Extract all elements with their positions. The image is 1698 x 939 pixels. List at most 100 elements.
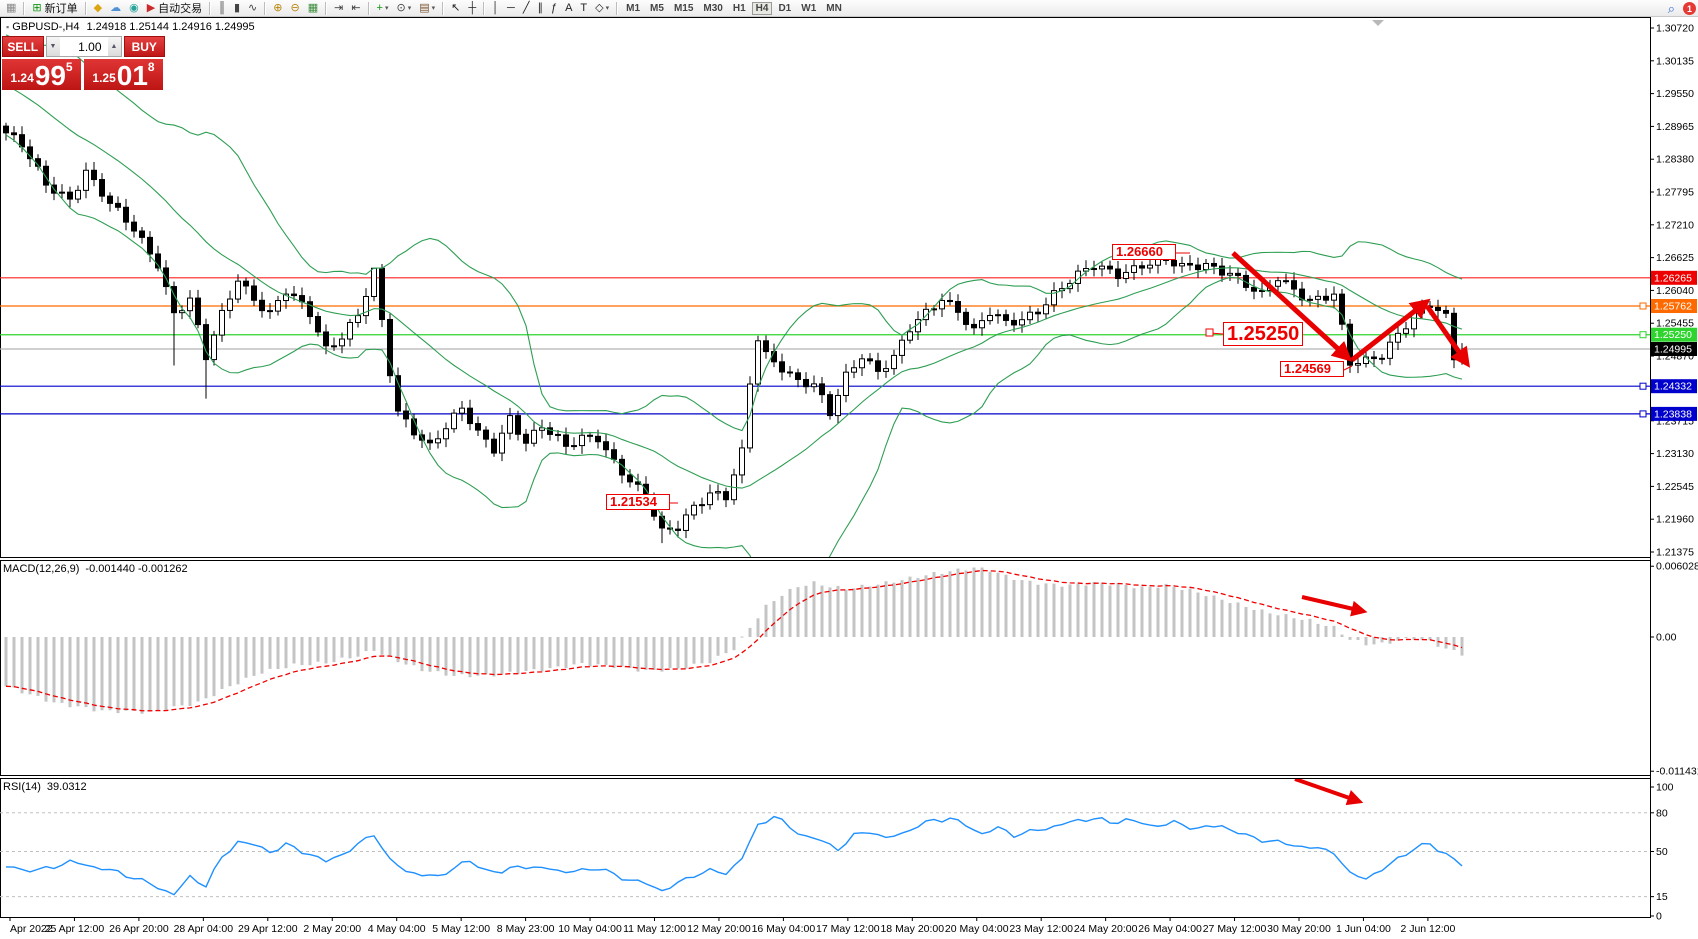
volume-input[interactable] [59,37,108,56]
bollinger-upper [5,34,1463,432]
timeframe-m1[interactable]: M1 [626,2,641,14]
cursor-button[interactable]: ↖ [448,1,463,16]
trend-arrow[interactable] [1424,304,1471,368]
autotrading-button[interactable]: ▶ 自动交易 [144,1,205,16]
svg-text:16 May 04:00: 16 May 04:00 [752,923,816,935]
hline-handle[interactable] [1639,302,1647,310]
chart-shift-marker[interactable] [1372,20,1384,26]
ohlc-values: 1.24918 1.25144 1.24916 1.24995 [86,21,255,33]
volume-increase-button[interactable]: ▲ [107,37,121,56]
zoom-in-button[interactable]: ⊕ [270,1,285,16]
sell-price-big: 99 [34,60,66,91]
symbol-timeframe: GBPUSD-,H4 [12,21,80,33]
fibonacci-icon: ƒ [550,1,558,14]
text-icon: A [565,1,573,14]
shapes-button[interactable]: ◇ ▾ [592,1,612,16]
hline-handle[interactable] [1639,410,1647,418]
sell-button[interactable]: SELL [2,36,44,57]
indicators-button[interactable]: + ▾ [374,1,392,16]
chart-title: ▪ GBPUSD-,H4 1.24918 1.25144 1.24916 1.249… [6,21,255,33]
sell-price-pip: 5 [65,60,73,74]
trendline-button[interactable]: ╱ [520,1,533,16]
periods-button[interactable]: ⊙ ▾ [393,1,414,16]
timeframe-mn[interactable]: MN [826,2,842,14]
timeframe-h1[interactable]: H1 [732,2,746,14]
svg-text:1.25455: 1.25455 [1656,318,1694,330]
svg-text:29 Apr 12:00: 29 Apr 12:00 [238,923,298,935]
templates-button[interactable]: ▤ ▾ [416,1,438,16]
vertical-line-button[interactable]: │ [489,1,502,16]
signals-icon[interactable]: ◉ [126,1,142,16]
buy-price[interactable]: 1.25 01 8 [84,59,163,90]
tile-windows-button[interactable]: ▦ [305,1,321,16]
timeframe-m30[interactable]: M30 [703,2,723,14]
bar-chart-button[interactable]: ║ [215,1,229,16]
fibonacci-button[interactable]: ƒ [548,1,560,16]
horizontal-line-button[interactable]: ─ [504,1,518,16]
timeframe-h4[interactable]: H4 [751,1,773,15]
new-order-button[interactable]: ⊞ 新订单 [29,1,80,16]
svg-text:8 May 23:00: 8 May 23:00 [497,923,555,935]
chart-shift-button[interactable]: ⇤ [348,1,363,16]
buy-button[interactable]: BUY [123,36,165,57]
volume-decrease-button[interactable]: ▼ [46,37,60,56]
zoom-out-button[interactable]: ⊖ [287,1,302,16]
templates-icon: ▤ [419,1,430,14]
chart-area: 1.30720 1.30135 1.29550 1.28965 1.28380 1.277… [0,17,1698,939]
timeframe-d1[interactable]: D1 [778,2,792,14]
autotrading-button-label: 自动交易 [158,3,203,15]
notification-icon[interactable]: 1 [1683,2,1696,15]
toolbar-right: ⌕ 1 [1664,1,1696,16]
trend-arrow[interactable] [1350,298,1431,362]
chart-shift-icon: ⇤ [351,1,361,14]
price-annotation[interactable]: 1.26660 [1112,244,1176,260]
timeframe-m5[interactable]: M5 [650,2,664,14]
chart-icon: ▪ [6,22,10,32]
sell-price[interactable]: 1.24 99 5 [2,59,81,90]
line-chart-button[interactable]: ∿ [245,1,260,16]
toolbar-separator [483,1,486,15]
macd-label: MACD(12,26,9) -0.001440 -0.001262 [3,563,188,575]
svg-text:80: 80 [1656,807,1668,819]
macd-trend-arrow[interactable] [1301,595,1368,617]
market-icon[interactable]: ◆ [91,1,105,16]
price-annotation[interactable]: 1.21534 [606,494,670,510]
toolbar-separator [264,1,267,15]
channel-icon: ∥ [537,1,543,14]
one-click-trade-panel: SELL ▼ ▲ BUY 1.24 99 5 1.25 01 8 [2,36,165,90]
annotation-handle[interactable] [1205,328,1214,337]
candlestick-button[interactable]: ▮ [231,1,243,16]
svg-text:2 Jun 12:00: 2 Jun 12:00 [1400,923,1455,935]
price-annotation[interactable]: 1.24569 [1280,361,1344,377]
trend-arrow[interactable] [1231,251,1353,362]
crosshair-button[interactable]: ┼ [465,1,479,16]
vertical-line-icon: │ [492,1,500,14]
cursor-icon: ↖ [451,1,461,14]
svg-text:1.22545: 1.22545 [1656,481,1694,493]
svg-text:0: 0 [1656,911,1662,923]
community-icon[interactable]: ☁ [107,1,124,16]
market-icon-icon: ◆ [93,1,103,14]
timeframe-m15[interactable]: M15 [673,2,694,14]
chart-window-icon-icon: ▦ [6,1,17,14]
hline-handle[interactable] [1639,382,1647,390]
search-icon[interactable]: ⌕ [1667,0,1675,16]
toolbar-separator [209,1,212,15]
svg-text:26 Apr 20:00: 26 Apr 20:00 [109,923,169,935]
rsi-trend-arrow[interactable] [1294,779,1364,806]
svg-text:15: 15 [1656,891,1668,903]
channel-button[interactable]: ∥ [534,1,546,16]
price-axis: 1.30720 1.30135 1.29550 1.28965 1.28380 1.277… [1639,23,1698,923]
trendline-icon: ╱ [522,1,530,14]
timeframe-w1[interactable]: W1 [801,2,817,14]
price-annotation[interactable]: 1.25250 [1223,322,1304,346]
auto-scroll-button[interactable]: ⇥ [331,1,346,16]
main-chart [0,34,1650,557]
main-pane [0,17,1651,558]
buy-price-prefix: 1.25 [92,71,116,85]
hline-handle[interactable] [1639,331,1647,339]
label-button[interactable]: T [577,1,590,16]
price-badge [1651,327,1697,342]
chart-window-icon[interactable]: ▦ [3,1,19,16]
text-button[interactable]: A [562,1,575,16]
